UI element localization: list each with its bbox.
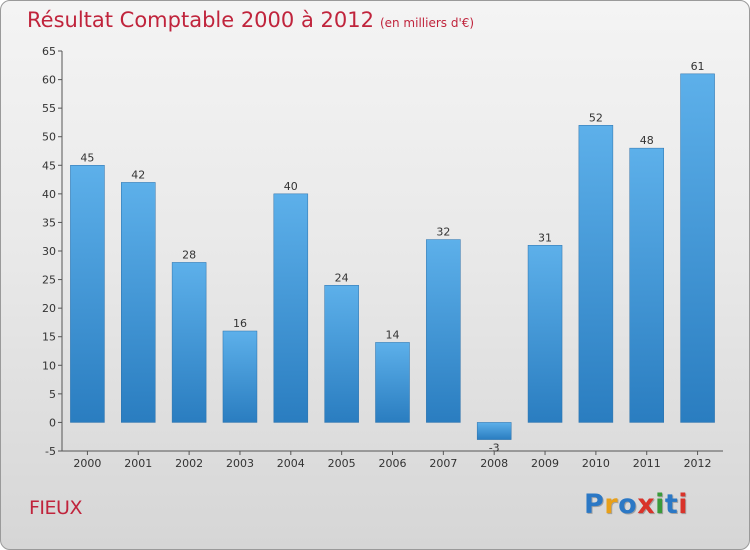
value-label-2003: 16 xyxy=(233,317,247,330)
x-tick-label-2000: 2000 xyxy=(73,457,101,470)
value-label-2004: 40 xyxy=(284,180,298,193)
bar-2008 xyxy=(476,422,512,440)
value-label-2011: 48 xyxy=(640,134,654,147)
bar-2006 xyxy=(375,342,410,423)
bar-2012 xyxy=(680,73,715,423)
y-tick-label: 20 xyxy=(42,302,56,315)
chart-title: Résultat Comptable 2000 à 2012 (en millie… xyxy=(27,8,474,32)
logo-letter: r xyxy=(604,489,619,520)
value-label-2010: 52 xyxy=(589,111,603,124)
y-tick-label: 35 xyxy=(42,216,56,229)
chart-unit: (en milliers d'€) xyxy=(379,16,475,30)
logo-letter: P xyxy=(584,489,605,520)
bar-2011 xyxy=(629,147,664,423)
value-label-2000: 45 xyxy=(80,151,94,164)
value-label-2002: 28 xyxy=(182,248,196,261)
value-label-2005: 24 xyxy=(335,271,349,284)
x-tick-label-2003: 2003 xyxy=(226,457,254,470)
y-tick-label: 50 xyxy=(42,131,56,144)
y-tick-label: 40 xyxy=(42,188,56,201)
bar-2004 xyxy=(273,193,309,423)
logo-letter: x xyxy=(637,489,656,520)
y-tick-label: 30 xyxy=(42,245,56,258)
logo-letter: o xyxy=(618,489,638,520)
x-tick-label-2009: 2009 xyxy=(531,457,559,470)
x-tick-label-2008: 2008 xyxy=(480,457,508,470)
bar-2010 xyxy=(578,125,614,423)
y-tick-label: 15 xyxy=(42,331,56,344)
proxiti-logo: Proxiti xyxy=(584,489,688,520)
x-tick-label-2006: 2006 xyxy=(379,457,407,470)
x-tick-label-2011: 2011 xyxy=(633,457,661,470)
x-tick-label-2004: 2004 xyxy=(277,457,305,470)
y-tick-label: 0 xyxy=(49,416,56,429)
value-label-2009: 31 xyxy=(538,231,552,244)
value-label-2007: 32 xyxy=(436,226,450,239)
x-tick-label-2005: 2005 xyxy=(328,457,356,470)
y-tick-label: 25 xyxy=(42,274,56,287)
x-tick-label-2001: 2001 xyxy=(124,457,152,470)
chart-title-text: Résultat Comptable 2000 à 2012 xyxy=(27,8,374,32)
y-tick-label: 65 xyxy=(42,45,56,58)
logo-letter: i xyxy=(678,489,689,520)
x-tick-label-2010: 2010 xyxy=(582,457,610,470)
bar-2002 xyxy=(171,262,207,423)
y-tick-label: -5 xyxy=(45,445,56,458)
bar-2005 xyxy=(324,285,359,423)
logo-letter: i xyxy=(655,489,665,520)
value-label-2006: 14 xyxy=(386,328,400,341)
logo-letter: t xyxy=(664,489,679,520)
y-tick-label: 60 xyxy=(42,74,56,87)
y-tick-label: 5 xyxy=(49,388,56,401)
y-tick-label: 45 xyxy=(42,159,56,172)
commune-name: FIEUX xyxy=(29,497,82,519)
bar-2000 xyxy=(70,165,105,423)
bar-2001 xyxy=(121,182,156,423)
value-label-2008: -3 xyxy=(489,442,500,455)
bar-2009 xyxy=(527,245,563,423)
x-tick-label-2012: 2012 xyxy=(684,457,712,470)
y-tick-label: 10 xyxy=(42,359,56,372)
value-label-2012: 61 xyxy=(691,60,705,73)
bar-2003 xyxy=(222,330,258,423)
value-label-2001: 42 xyxy=(131,168,145,181)
y-tick-label: 55 xyxy=(42,102,56,115)
x-tick-label-2007: 2007 xyxy=(429,457,457,470)
x-tick-label-2002: 2002 xyxy=(175,457,203,470)
bar-2007 xyxy=(426,239,461,423)
